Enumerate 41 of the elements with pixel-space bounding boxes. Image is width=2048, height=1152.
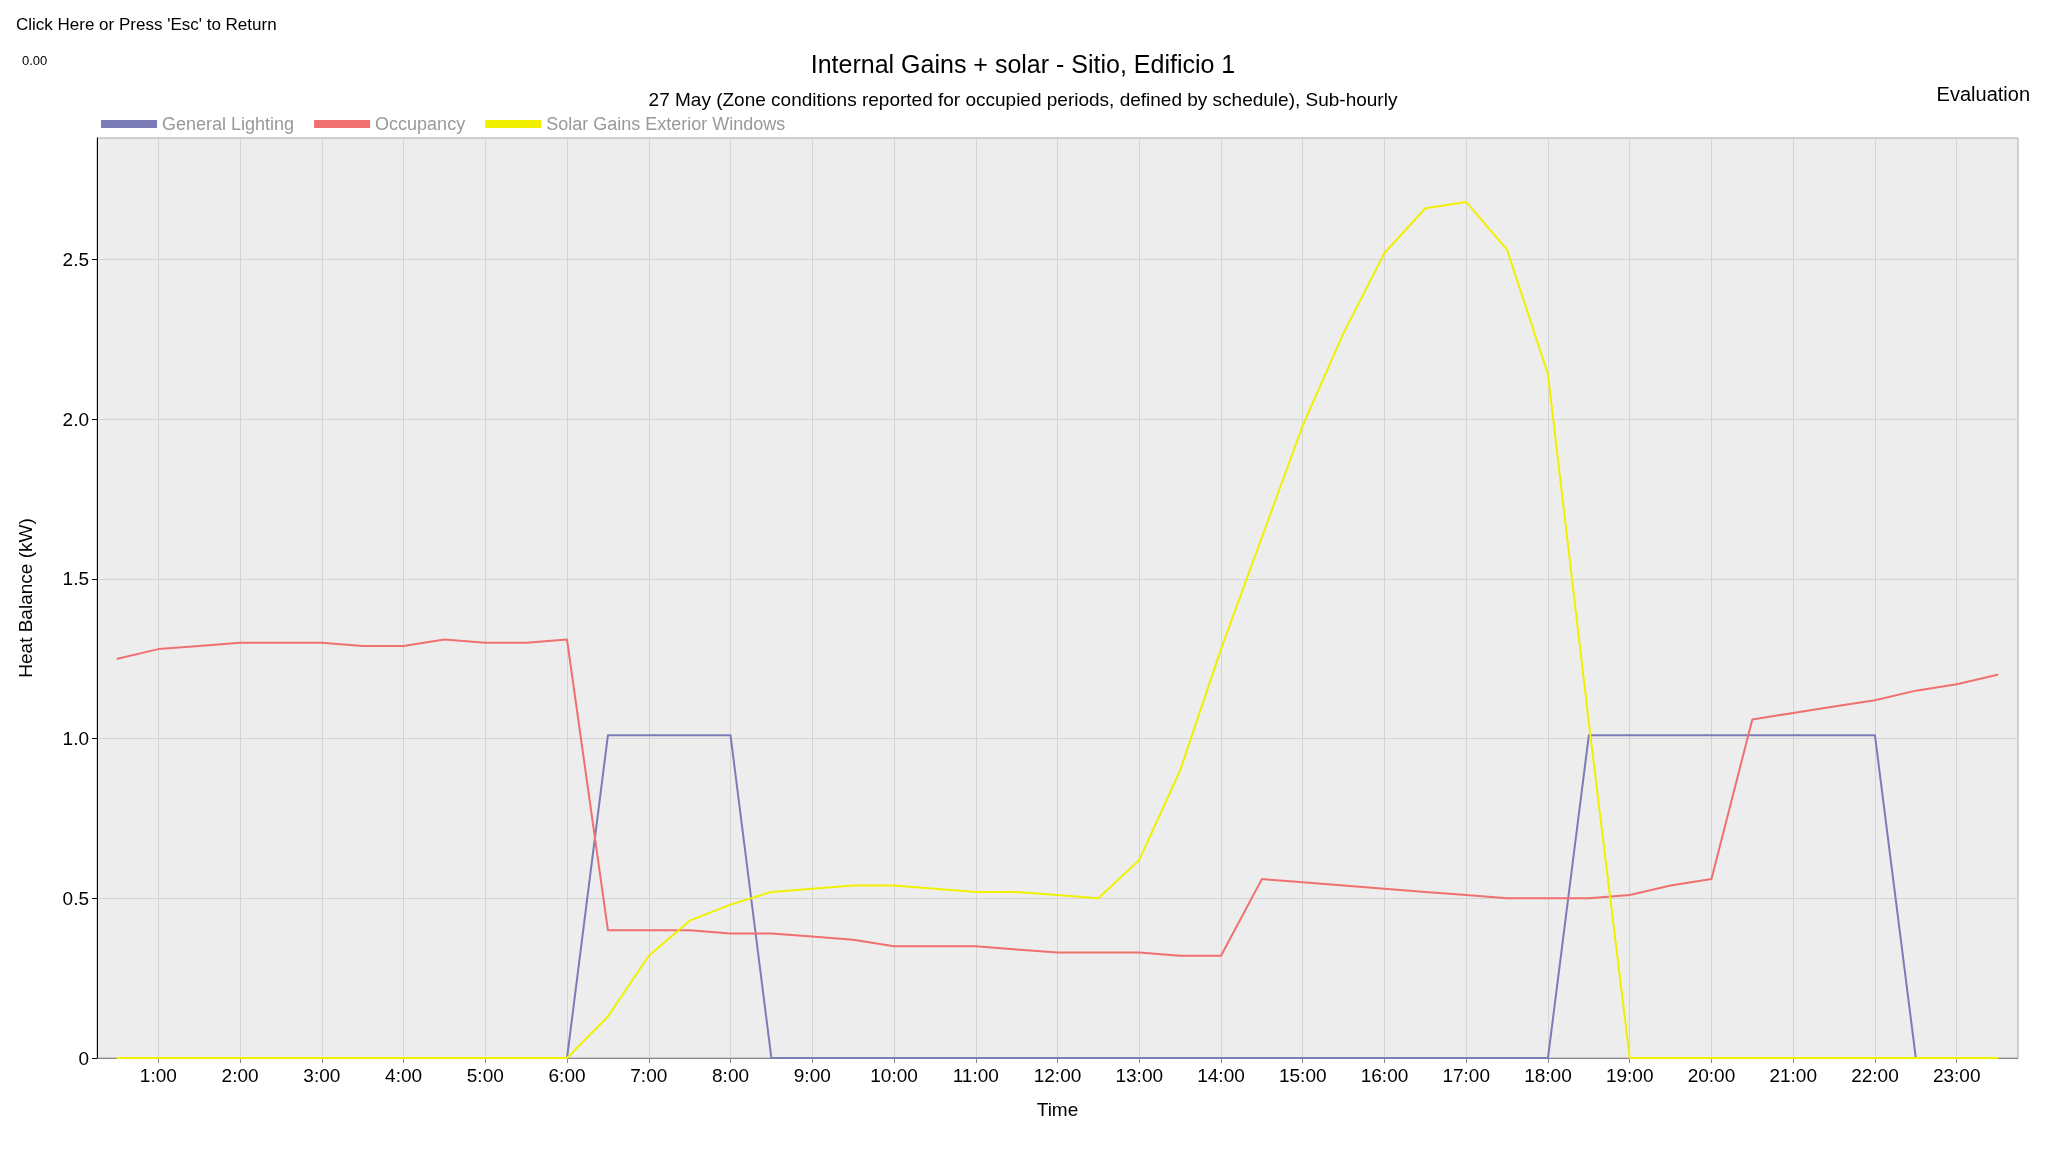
x-tick-label: 21:00 [1769, 1065, 1817, 1086]
x-tick-label: 14:00 [1197, 1065, 1245, 1086]
x-tick-label: 11:00 [952, 1065, 999, 1086]
x-tick-label: 19:00 [1605, 1065, 1654, 1086]
x-tick-label: 2:00 [221, 1065, 259, 1086]
x-tick-label: 4:00 [385, 1065, 423, 1086]
x-tick-label: 18:00 [1524, 1065, 1572, 1086]
legend-label: General Lighting [162, 114, 295, 134]
legend-label: Solar Gains Exterior Windows [546, 114, 786, 134]
x-tick-label: 23:00 [1932, 1065, 1981, 1086]
y-tick-label: 1.5 [62, 568, 89, 590]
x-tick-label: 22:00 [1851, 1065, 1899, 1086]
text: Click Here or Press 'Esc' to Return [16, 15, 277, 34]
x-tick-label: 8:00 [712, 1065, 750, 1086]
y-tick-label: 2.5 [62, 248, 89, 270]
x-tick-label: 3:00 [303, 1065, 341, 1086]
x-axis-title: Time [1036, 1099, 1079, 1120]
y-tick-label: 0 [78, 1047, 89, 1069]
line-series [116, 200, 1999, 1059]
x-tick-label: 1:00 [139, 1065, 177, 1086]
x-tick-label: 17:00 [1442, 1065, 1490, 1086]
chart-subtitle: 27 May (Zone conditions reported for occupied periods, defined by schedule), Sub-hourly [648, 89, 1398, 110]
chart-title: Internal Gains + solar - Sitio, Edificio 1 [810, 49, 1236, 78]
x-tick-label: 5:00 [466, 1065, 504, 1086]
y-axis-title: Heat Balance (kW) [15, 518, 36, 678]
x-tick-label: 10:00 [870, 1065, 918, 1086]
y-tick-label: 2.0 [62, 408, 89, 430]
x-tick-label: 12:00 [1033, 1065, 1082, 1086]
x-tick-label: 16:00 [1360, 1065, 1409, 1086]
text: 0.00 [22, 53, 48, 68]
x-tick-label: 7:00 [630, 1065, 668, 1086]
y-tick-label: 0.5 [62, 887, 89, 909]
x-tick-label: 9:00 [793, 1065, 831, 1086]
x-tick-label: 13:00 [1115, 1065, 1164, 1086]
legend-label: Occupancy [375, 114, 466, 134]
x-tick-label: 6:00 [548, 1065, 586, 1086]
y-tick-label: 1.0 [62, 728, 89, 750]
line-series [116, 638, 1999, 957]
x-tick-label: 15:00 [1278, 1065, 1327, 1086]
text: Evaluation [1936, 83, 2031, 105]
x-tick-label: 20:00 [1687, 1065, 1736, 1086]
